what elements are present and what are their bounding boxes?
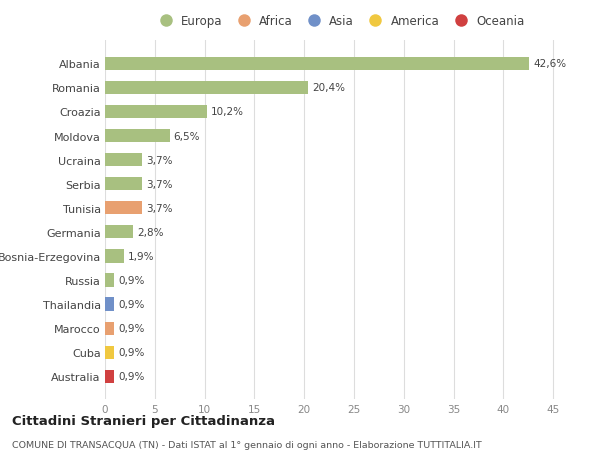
- Bar: [105, 250, 124, 263]
- Bar: [105, 370, 114, 383]
- Text: 10,2%: 10,2%: [211, 107, 244, 117]
- Text: 3,7%: 3,7%: [146, 203, 172, 213]
- Text: 20,4%: 20,4%: [312, 83, 345, 93]
- Bar: [105, 298, 114, 311]
- Bar: [105, 129, 170, 143]
- Bar: [105, 226, 133, 239]
- Text: 0,9%: 0,9%: [118, 275, 145, 285]
- Text: Cittadini Stranieri per Cittadinanza: Cittadini Stranieri per Cittadinanza: [12, 414, 275, 428]
- Text: 42,6%: 42,6%: [533, 59, 566, 69]
- Bar: [105, 322, 114, 335]
- Text: 0,9%: 0,9%: [118, 324, 145, 333]
- Text: 0,9%: 0,9%: [118, 299, 145, 309]
- Text: COMUNE DI TRANSACQUA (TN) - Dati ISTAT al 1° gennaio di ogni anno - Elaborazione: COMUNE DI TRANSACQUA (TN) - Dati ISTAT a…: [12, 441, 482, 449]
- Text: 3,7%: 3,7%: [146, 155, 172, 165]
- Text: 6,5%: 6,5%: [174, 131, 200, 141]
- Text: 3,7%: 3,7%: [146, 179, 172, 189]
- Bar: [105, 82, 308, 95]
- Text: 0,9%: 0,9%: [118, 371, 145, 381]
- Bar: [105, 154, 142, 167]
- Text: 1,9%: 1,9%: [128, 252, 154, 261]
- Text: 0,9%: 0,9%: [118, 347, 145, 358]
- Bar: [105, 106, 206, 119]
- Bar: [105, 346, 114, 359]
- Legend: Europa, Africa, Asia, America, Oceania: Europa, Africa, Asia, America, Oceania: [154, 15, 524, 28]
- Bar: [105, 57, 529, 71]
- Text: 2,8%: 2,8%: [137, 227, 163, 237]
- Bar: [105, 202, 142, 215]
- Bar: [105, 274, 114, 287]
- Bar: [105, 178, 142, 191]
